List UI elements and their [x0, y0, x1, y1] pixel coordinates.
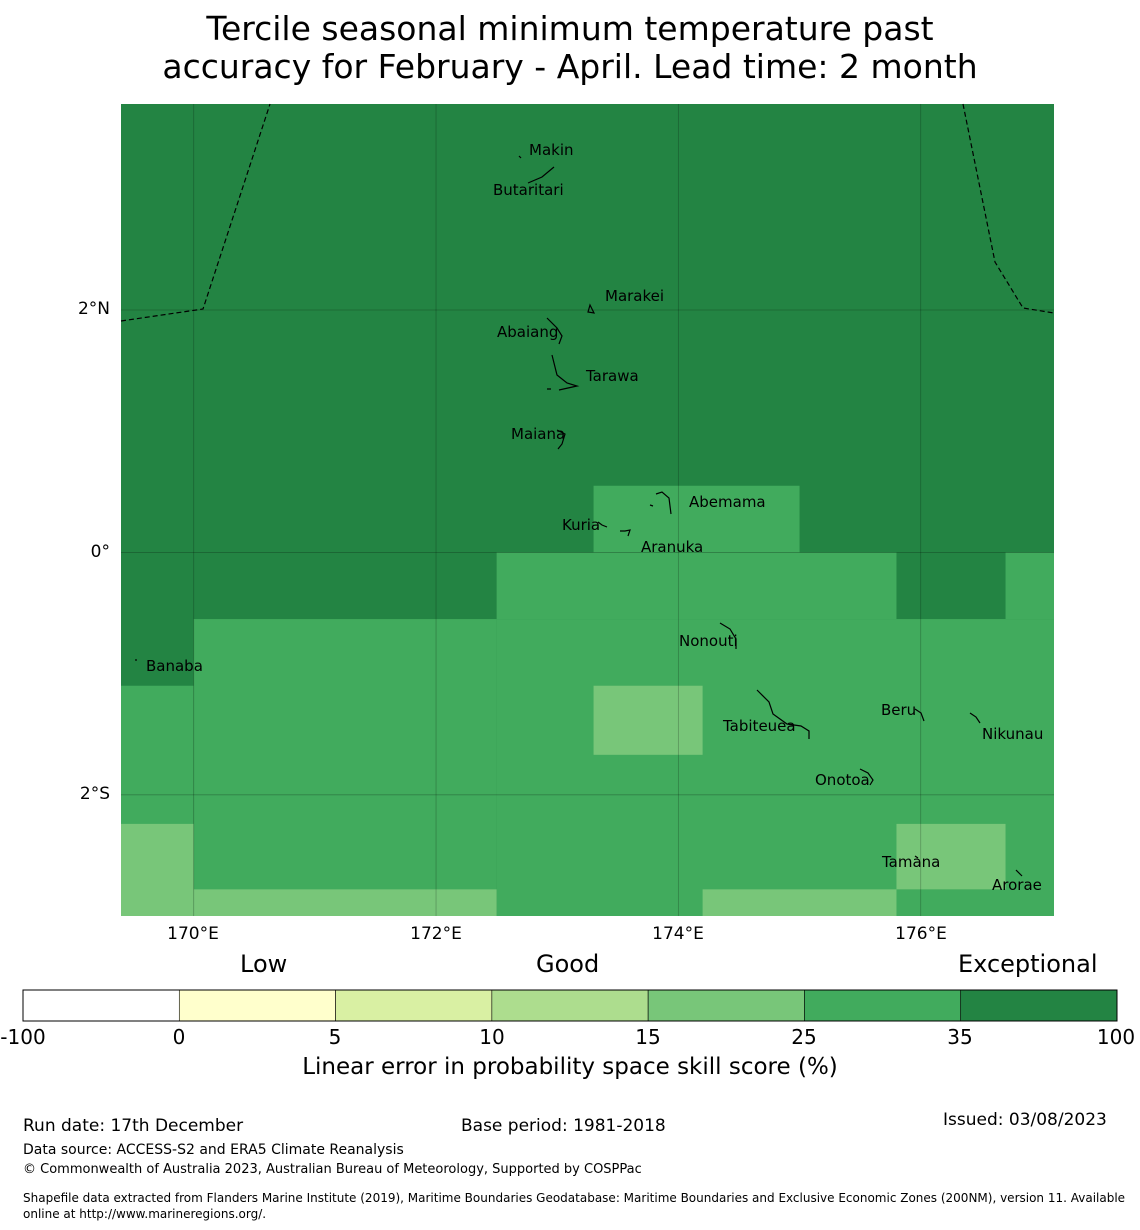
- colorbar-frame: [22, 989, 1118, 1022]
- lon-label-174e: 174°E: [652, 924, 704, 944]
- skill-cell: [193, 889, 497, 916]
- title-line-2: accuracy for February - April. Lead time…: [162, 47, 978, 86]
- colorbar-segment: [647, 989, 805, 1022]
- data-source: Data source: ACCESS-S2 and ERA5 Climate …: [23, 1142, 404, 1158]
- lat-label-2s: 2°S: [79, 784, 110, 804]
- colorbar-label-good: Good: [536, 950, 600, 978]
- skill-cell: [593, 485, 800, 553]
- colorbar-tick: 100: [1096, 1025, 1136, 1049]
- colorbar-segment: [22, 989, 180, 1022]
- outline-nikunau: [969, 712, 981, 724]
- label-maiana: Maiana: [511, 425, 565, 443]
- colorbar-tick: 5: [328, 1025, 342, 1049]
- colorbar-segment: [335, 989, 493, 1022]
- shapefile-credit-line-1: Shapefile data extracted from Flanders M…: [23, 1191, 1126, 1205]
- colorbar-tick: 15: [635, 1025, 661, 1049]
- outline-abaiang: [546, 317, 563, 345]
- outline-beru: [914, 708, 925, 722]
- outline-makin: [518, 155, 522, 159]
- colorbar-segment: [960, 989, 1118, 1022]
- skill-cell: [496, 552, 897, 620]
- label-aranuka: Aranuka: [641, 538, 703, 556]
- skill-cell: [193, 619, 497, 916]
- outline-maiana: [556, 429, 566, 450]
- base-period: Base period: 1981-2018: [461, 1116, 666, 1136]
- colorbar-tick: 25: [791, 1025, 817, 1049]
- label-tabiteuea: Tabiteuea: [722, 717, 796, 735]
- label-banaba: Banaba: [146, 657, 203, 675]
- skill-cell: [593, 685, 703, 755]
- map-title: Tercile seasonal minimum temperature pas…: [0, 10, 1140, 86]
- colorbar-label-exceptional: Exceptional: [958, 950, 1098, 978]
- lon-label-170e: 170°E: [167, 924, 219, 944]
- colorbar-segment: [491, 989, 649, 1022]
- copyright: © Commonwealth of Australia 2023, Austra…: [23, 1162, 642, 1177]
- label-marakei: Marakei: [605, 287, 664, 305]
- label-makin: Makin: [529, 141, 574, 159]
- label-tarawa: Tarawa: [585, 367, 639, 385]
- skill-cells: [121, 104, 1054, 916]
- label-onotoa: Onotoa: [815, 771, 870, 789]
- label-butaritari: Butaritari: [493, 181, 564, 199]
- eez-boundary-east: [962, 103, 1055, 314]
- label-nikunau: Nikunau: [982, 725, 1043, 743]
- run-date: Run date: 17th December: [23, 1116, 244, 1136]
- lat-label-0: 0°: [90, 542, 110, 562]
- colorbar-tick: 10: [479, 1025, 505, 1049]
- colorbar: [22, 989, 1118, 1022]
- shapefile-credit-line-2: online at http://www.marineregions.org/.: [23, 1207, 267, 1221]
- outline-aranuka: [620, 529, 631, 537]
- colorbar-title: Linear error in probability space skill …: [302, 1054, 838, 1080]
- outline-onotoa: [859, 768, 874, 786]
- outline-kuria: [597, 521, 608, 528]
- eez-boundary-west: [120, 103, 271, 322]
- lon-label-176e: 176°E: [895, 924, 947, 944]
- colorbar-tick: 35: [947, 1025, 973, 1049]
- label-abemama: Abemama: [689, 493, 766, 511]
- label-nonouti: Nonouti: [679, 632, 738, 650]
- label-tamana: Tamana: [881, 853, 940, 871]
- outline-tamana: [914, 855, 919, 859]
- skill-cell: [121, 823, 194, 916]
- outline-butaritari: [527, 166, 555, 184]
- lon-label-172e: 172°E: [410, 924, 462, 944]
- skill-cell: [896, 823, 1006, 890]
- island-outlines: [135, 155, 1023, 877]
- outline-arorae: [1015, 869, 1023, 877]
- lat-label-2n: 2°N: [77, 299, 110, 319]
- skill-cell: [1005, 552, 1054, 620]
- colorbar-tick: -100: [0, 1025, 46, 1049]
- outline-tarawa: [547, 354, 580, 391]
- colorbar-segment: [804, 989, 962, 1022]
- outline-abemama: [649, 491, 672, 515]
- label-abaiang: Abaiang: [497, 323, 558, 341]
- label-arorae: Arorae: [992, 876, 1042, 894]
- eez-boundaries: [120, 103, 1055, 322]
- title-line-1: Tercile seasonal minimum temperature pas…: [206, 9, 934, 48]
- outline-tabiteuea: [756, 689, 810, 739]
- island-labels: Makin Butaritari Marakei Abaiang Tarawa …: [146, 141, 1043, 894]
- label-beru: Beru: [881, 701, 916, 719]
- outline-marakei: [587, 303, 596, 314]
- colorbar-segment: [178, 989, 336, 1022]
- skill-cell: [702, 889, 897, 916]
- issued-date: Issued: 03/08/2023: [943, 1110, 1107, 1130]
- colorbar-label-low: Low: [240, 950, 288, 978]
- colorbar-tick: 0: [172, 1025, 186, 1049]
- outline-nonouti: [719, 622, 737, 649]
- graticule: [121, 104, 1054, 916]
- label-kuria: Kuria: [562, 516, 600, 534]
